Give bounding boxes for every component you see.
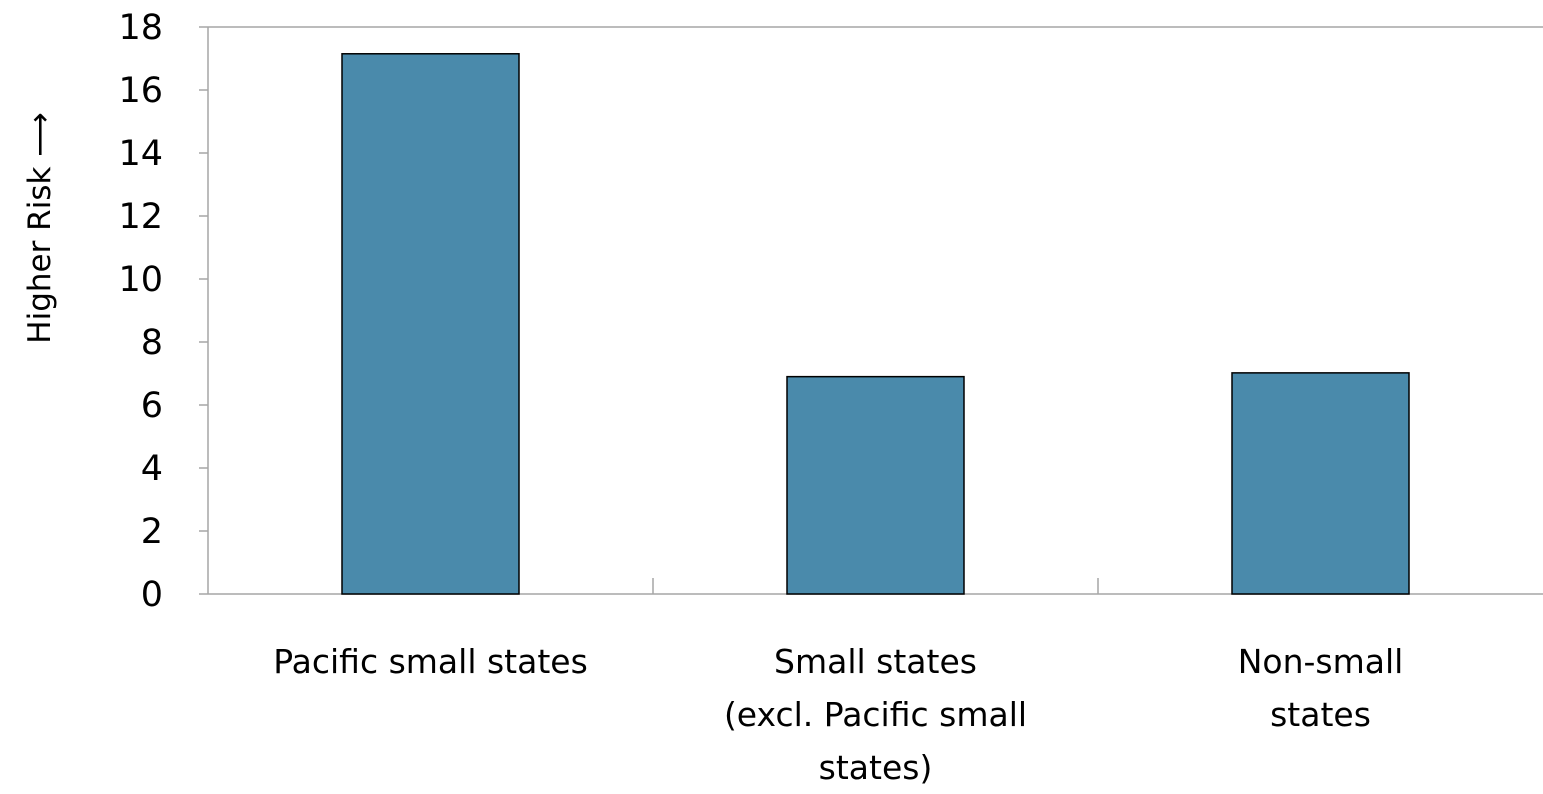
y-tick-label: 0 xyxy=(141,575,163,615)
x-axis-labels: Pacific small states Small states (excl. P… xyxy=(273,642,1403,787)
y-tick-label: 10 xyxy=(118,260,163,300)
y-tick-label: 18 xyxy=(118,8,163,48)
x-tick-label-line: (excl. Pacific small xyxy=(724,695,1027,734)
x-tick-label-line: Pacific small states xyxy=(273,642,588,681)
y-tick-label: 16 xyxy=(118,71,163,111)
x-tick-label-line: states) xyxy=(819,748,933,787)
up-arrow-icon: ⟶ xyxy=(22,112,58,156)
y-axis-ticks: 0 2 4 6 8 10 12 14 16 18 xyxy=(118,8,208,615)
y-axis-label-group: Higher Risk ⟶ xyxy=(22,112,58,343)
bar xyxy=(786,375,965,595)
x-tick-label: Small states (excl. Pacific small states) xyxy=(724,642,1027,787)
y-tick-label: 14 xyxy=(118,134,163,174)
bar xyxy=(1231,372,1410,595)
y-axis-label-text: Higher Risk xyxy=(22,157,58,344)
y-tick-label: 4 xyxy=(141,449,163,489)
x-tick-label-line: Small states xyxy=(774,642,977,681)
bars xyxy=(341,53,1410,595)
y-tick-label: 8 xyxy=(141,323,163,363)
y-tick-label: 6 xyxy=(141,386,163,426)
x-tick-label-line: Non-small xyxy=(1238,642,1404,681)
x-tick-label: Non-small states xyxy=(1238,642,1404,734)
y-axis-label: Higher Risk ⟶ xyxy=(22,112,58,343)
bar xyxy=(341,53,520,595)
y-tick-label: 2 xyxy=(141,512,163,552)
x-tick-label-line: states xyxy=(1270,695,1371,734)
x-tick-label: Pacific small states xyxy=(273,642,588,681)
y-tick-label: 12 xyxy=(118,197,163,237)
